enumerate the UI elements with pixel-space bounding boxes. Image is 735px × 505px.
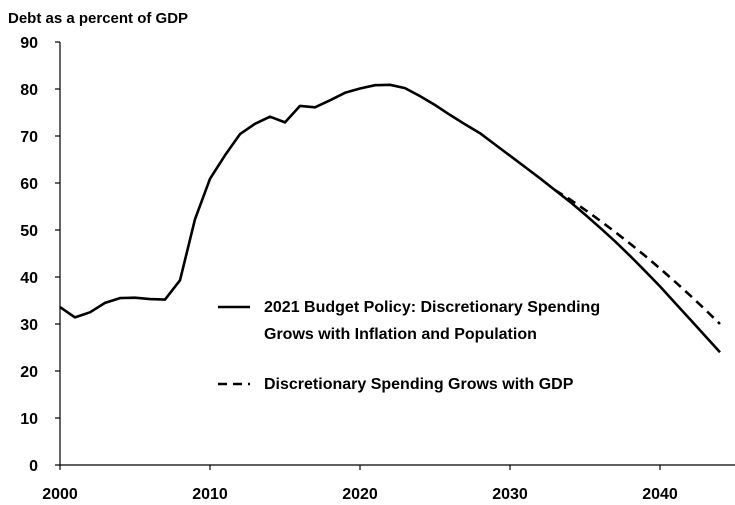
legend-label-2-line-1: Discretionary Spending Grows with GDP <box>264 376 574 393</box>
series-line-1 <box>59 83 721 354</box>
y-tick-label: 0 <box>29 458 38 475</box>
series-lines <box>59 83 721 354</box>
y-tick-label: 80 <box>20 82 38 99</box>
y-tick-label: 50 <box>20 223 38 240</box>
x-tick-label: 2020 <box>342 486 378 503</box>
series-line-2 <box>554 188 721 325</box>
y-tick-label: 10 <box>20 411 38 428</box>
y-tick-label: 20 <box>20 364 38 381</box>
legend-label-1-line-2: Grows with Inflation and Population <box>264 326 537 343</box>
x-tick-label: 2040 <box>642 486 678 503</box>
y-tick-label: 70 <box>20 129 38 146</box>
y-tick-label: 60 <box>20 176 38 193</box>
y-tick-label: 30 <box>20 317 38 334</box>
y-axis-label: Debt as a percent of GDP <box>8 10 188 27</box>
x-tick-label: 2010 <box>192 486 228 503</box>
x-tick-label: 2030 <box>492 486 528 503</box>
legend-label-1-line-1: 2021 Budget Policy: Discretionary Spendi… <box>264 299 600 316</box>
y-tick-label: 40 <box>20 270 38 287</box>
legend: 2021 Budget Policy: Discretionary Spendi… <box>218 299 600 393</box>
x-tick-label: 2000 <box>42 486 78 503</box>
y-tick-label: 90 <box>20 35 38 52</box>
